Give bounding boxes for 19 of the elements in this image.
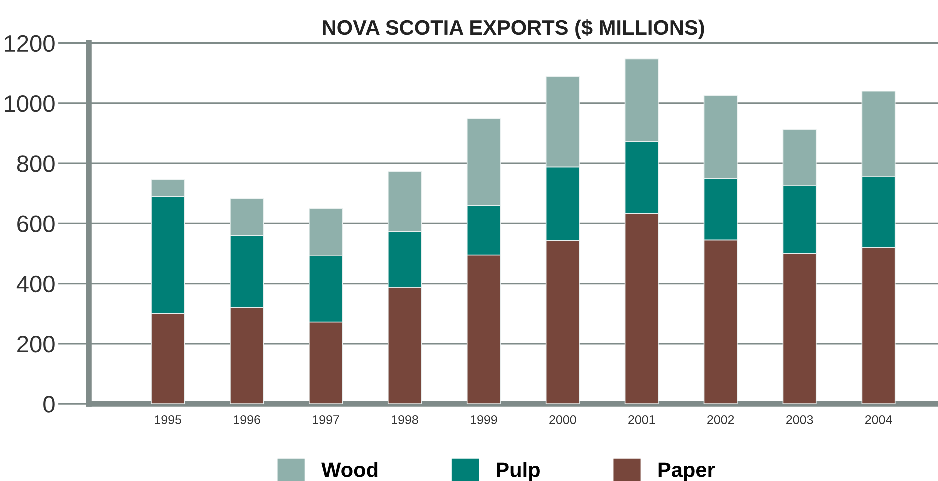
x-tick-label: 2001: [628, 415, 656, 424]
y-tick-label: 200: [18, 336, 55, 353]
y-tick-label: 0: [44, 396, 55, 413]
y-tick-label: 400: [16, 276, 55, 293]
x-tick-label: 2003: [786, 415, 814, 424]
x-tick-label: 1998: [392, 415, 418, 424]
x-tick-label: 1999: [470, 415, 498, 424]
y-tick-label: 800: [17, 156, 55, 172]
x-tick-label: 1997: [313, 415, 340, 424]
x-tick-label: 2000: [550, 415, 576, 424]
legend-label: Wood: [322, 462, 378, 478]
x-tick-label: 1996: [234, 415, 260, 424]
chart-title: NOVA SCOTIA EXPORTS ($ MILLIONS): [323, 19, 704, 40]
x-tick-label: 1995: [155, 415, 182, 424]
y-tick-label: 1200: [5, 35, 55, 52]
x-tick-label: 2004: [866, 415, 892, 424]
y-tick-label: 1000: [5, 95, 55, 112]
x-tick-label: 2002: [708, 415, 734, 424]
y-tick-label: 600: [18, 216, 55, 232]
